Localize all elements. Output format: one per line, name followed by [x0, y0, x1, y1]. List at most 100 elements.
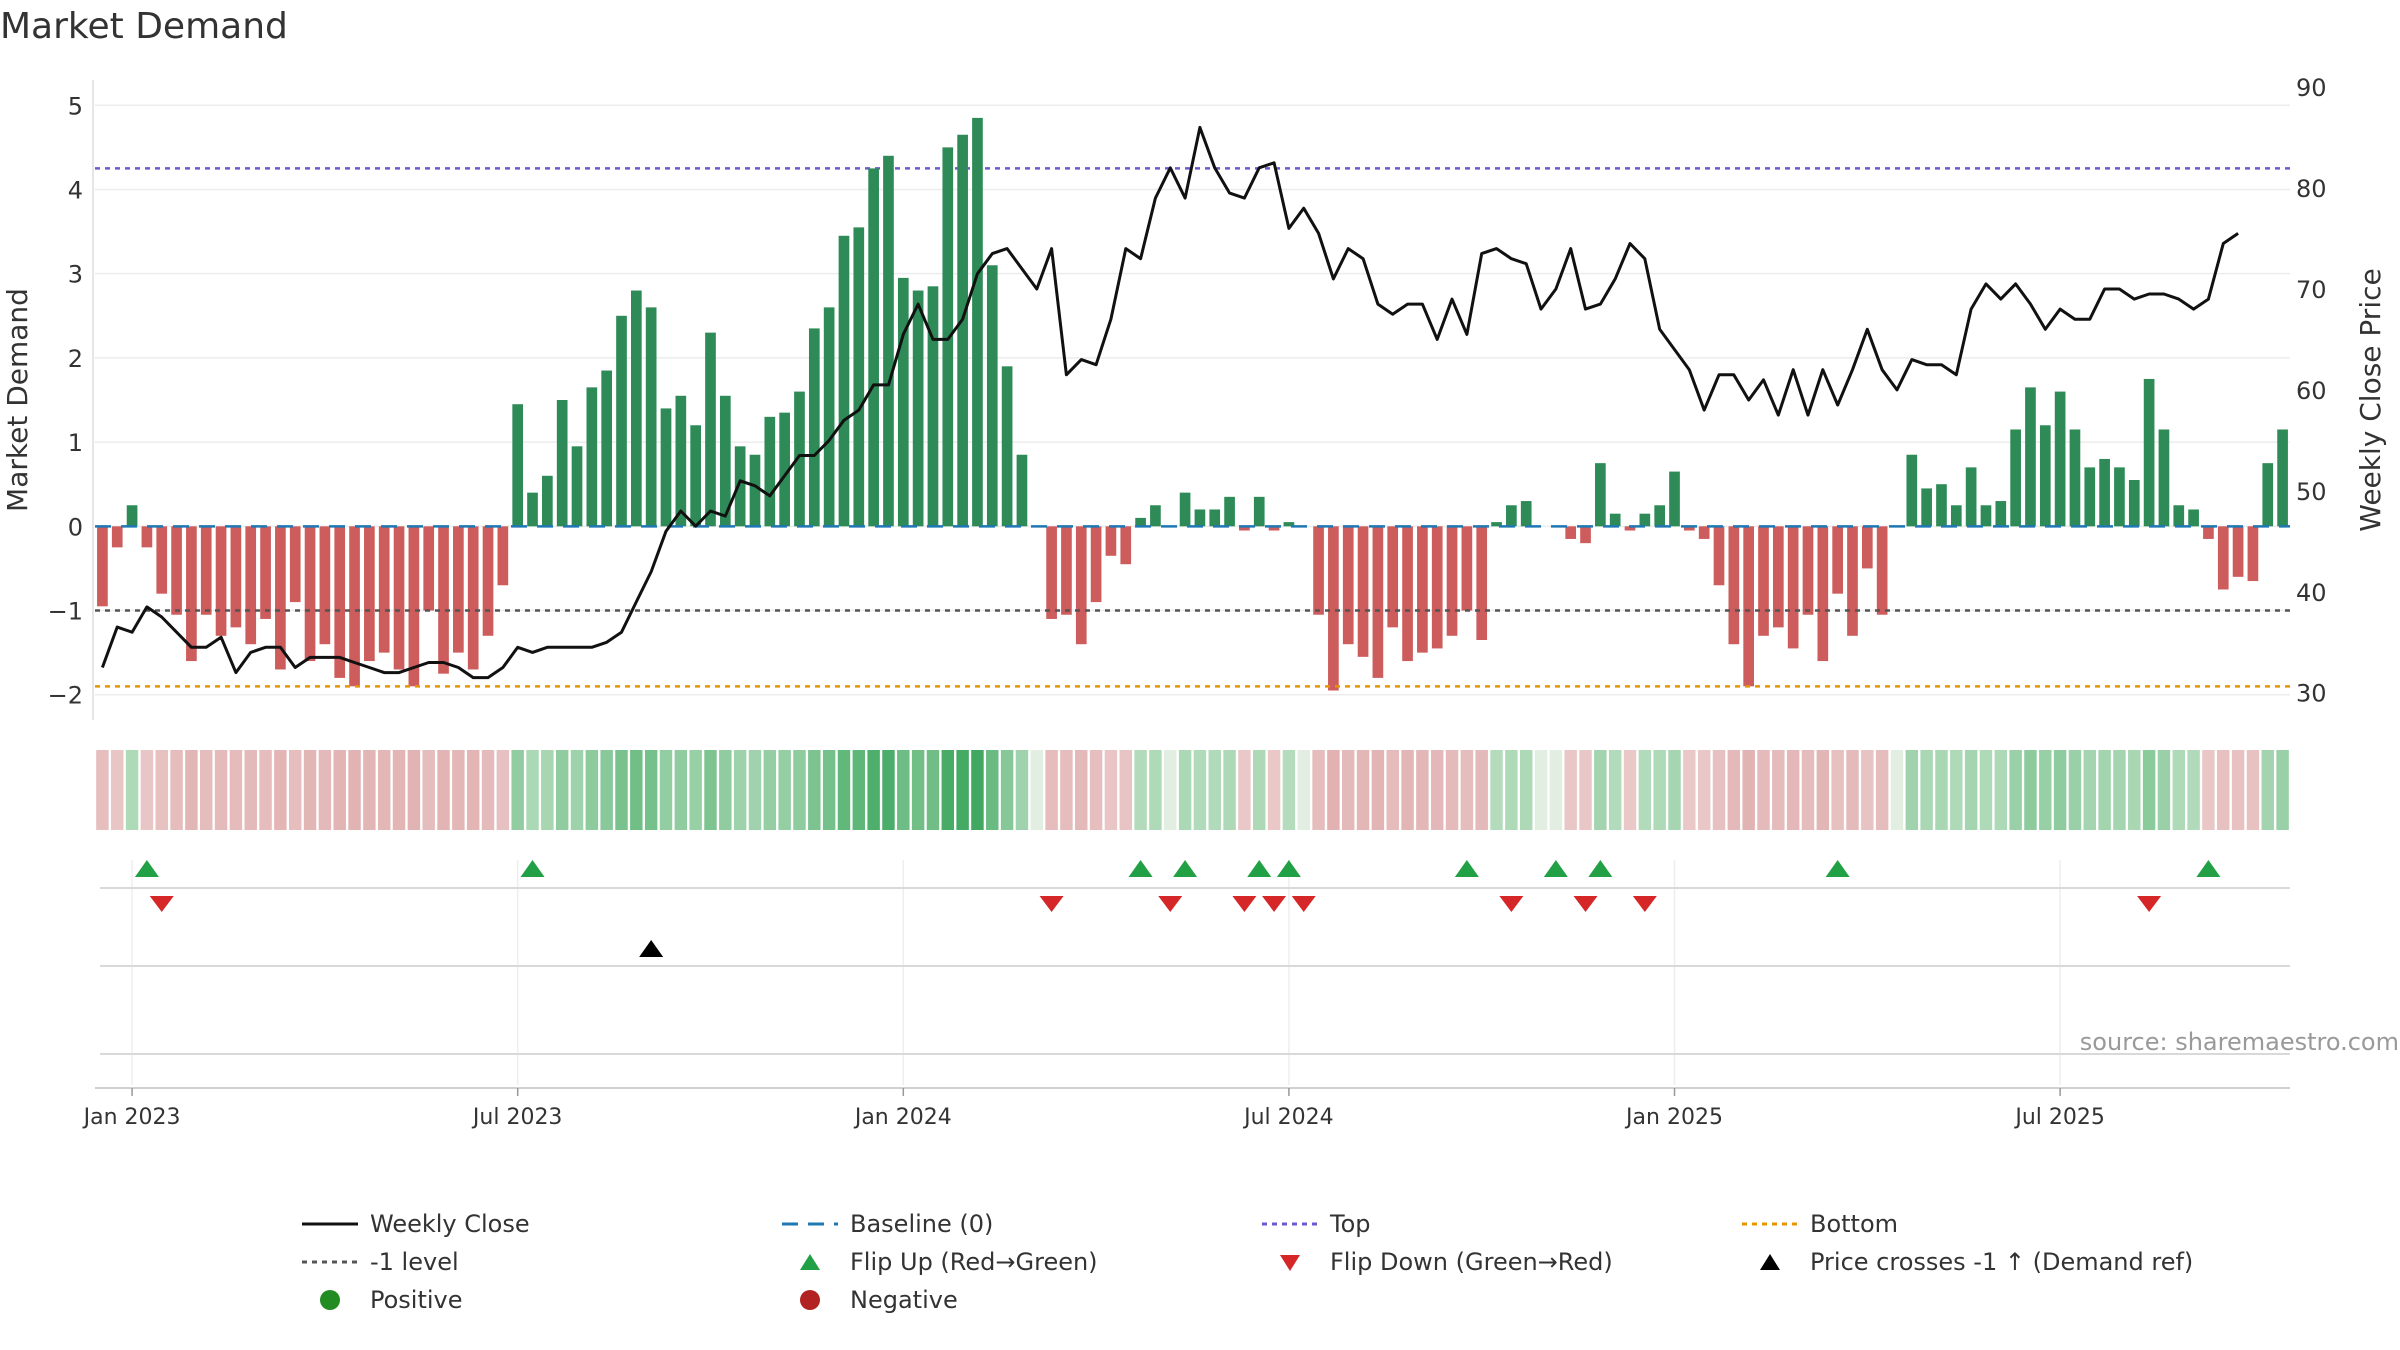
legend-weekly-close[interactable]: Weekly Close [300, 1210, 530, 1238]
demand-bar [1520, 501, 1532, 527]
heat-strip-cell [1683, 750, 1696, 830]
heat-strip-cell [2261, 750, 2274, 830]
legend-bottom[interactable]: Bottom [1740, 1210, 1898, 1238]
heat-strip-cell [466, 750, 480, 830]
heat-strip-cell [1697, 750, 1711, 830]
heat-strip-cell [689, 750, 702, 830]
heat-strip-cell [822, 750, 836, 830]
heat-strip-cell [496, 750, 510, 830]
market-demand-chart: 5 4 3 2 1 0 −1 −2 90 80 70 60 50 40 30 Market Demand Wee… [1, 74, 2399, 1130]
heat-strip-cell [1238, 750, 1251, 830]
heat-strip-cell [1297, 750, 1310, 830]
flip-up-marker [1454, 860, 1479, 877]
y-tick-label: 5 [68, 92, 83, 120]
heat-strip-cell [1208, 750, 1221, 830]
demand-bar [200, 526, 212, 615]
legend-label: -1 level [370, 1248, 459, 1276]
heat-strip-cell [2053, 750, 2067, 830]
demand-bar [586, 387, 598, 527]
demand-bar [1787, 526, 1799, 649]
demand-bar [1861, 526, 1873, 569]
demand-bar [2025, 387, 2036, 527]
demand-bar [2262, 463, 2274, 527]
heat-strip-cell [422, 750, 435, 830]
demand-bar [1624, 526, 1636, 531]
heat-strip-cell [437, 750, 450, 830]
dot-icon [780, 1290, 840, 1310]
heat-strip-cell [1149, 750, 1162, 830]
demand-bar [1313, 526, 1324, 615]
heat-strip-cell [1579, 750, 1592, 830]
heat-strip-cell [1623, 750, 1637, 830]
triangle-up-icon [780, 1252, 840, 1272]
heat-strip-cell [1416, 750, 1429, 830]
heat-strip-cell [763, 750, 777, 830]
heat-strip-cell [1742, 750, 1755, 830]
demand-bar [423, 526, 435, 611]
demand-bar [823, 307, 835, 527]
demand-bar [156, 526, 168, 594]
x-tick-label: Jan 2024 [853, 1105, 952, 1130]
y2-tick-label: 40 [2296, 579, 2327, 607]
heat-strip-cell [570, 750, 584, 830]
legend-flip-up[interactable]: Flip Up (Red→Green) [780, 1248, 1098, 1276]
demand-bar [2143, 378, 2155, 527]
legend-baseline[interactable]: Baseline (0) [780, 1210, 993, 1238]
heat-strip-cell [1327, 750, 1340, 830]
demand-bar [1446, 526, 1458, 636]
flip-up-marker [1588, 860, 1613, 877]
heat-strip-cell [852, 750, 866, 830]
demand-bar [2188, 509, 2199, 527]
heat-strip-cell [2039, 750, 2052, 830]
heat-strip-cell [511, 750, 524, 830]
flip-up-marker [1543, 860, 1568, 877]
demand-bar [171, 526, 182, 615]
legend-negative[interactable]: Negative [780, 1286, 958, 1314]
heat-strip-cell [348, 750, 361, 830]
demand-bar [260, 526, 271, 619]
demand-bar [2114, 467, 2125, 527]
demand-bar [1001, 366, 1013, 527]
y2-tick-label: 90 [2296, 74, 2327, 102]
heat-strip-cell [1816, 750, 1830, 830]
demand-bar [1669, 471, 1680, 527]
heat-strip-cell [1223, 750, 1236, 830]
demand-bar [1105, 526, 1117, 556]
legend-flip-down[interactable]: Flip Down (Green→Red) [1260, 1248, 1613, 1276]
demand-bar [2054, 391, 2066, 527]
heat-strip-cell [2128, 750, 2141, 830]
heat-strip-cell [793, 750, 806, 830]
heat-strip-cell [303, 750, 317, 830]
legend-price-cross[interactable]: Price crosses -1 ↑ (Demand ref) [1740, 1248, 2193, 1276]
heat-strip-cell [1193, 750, 1207, 830]
demand-bar [705, 332, 716, 527]
demand-bar [853, 227, 865, 527]
demand-bar [601, 370, 613, 527]
demand-bar [2099, 458, 2110, 527]
flip-up-marker [134, 860, 159, 877]
heat-strip-cell [956, 750, 969, 830]
heat-strip-cell [2098, 750, 2111, 830]
demand-bar [2158, 429, 2170, 527]
demand-bar [1461, 526, 1473, 611]
demand-bar [304, 526, 316, 662]
demand-bar [141, 526, 153, 548]
legend-minus-one-level[interactable]: -1 level [300, 1248, 459, 1276]
demand-bar [571, 446, 583, 527]
demand-bar [1936, 484, 1947, 527]
heat-strip-cell [867, 750, 880, 830]
demand-bar [1817, 526, 1829, 662]
heat-strip-cell [1119, 750, 1132, 830]
y2-tick-label: 60 [2296, 377, 2327, 405]
heat-strip-cell [318, 750, 332, 830]
legend-top[interactable]: Top [1260, 1210, 1371, 1238]
heat-strip-cell [1890, 750, 1904, 830]
heat-strip-cell [1608, 750, 1622, 830]
y-tick-label: 4 [68, 176, 83, 204]
demand-bar [1565, 526, 1577, 539]
demand-bar [1179, 492, 1191, 527]
heat-strip-cell [1164, 750, 1177, 830]
demand-bar [1832, 526, 1843, 594]
demand-bar [1402, 526, 1413, 662]
legend-positive[interactable]: Positive [300, 1286, 463, 1314]
